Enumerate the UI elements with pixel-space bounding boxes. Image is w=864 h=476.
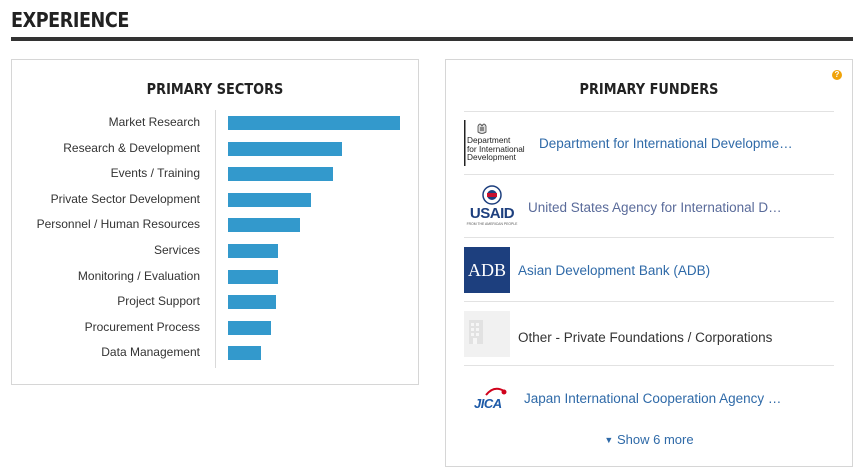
bar[interactable] [228, 167, 333, 182]
dfid-logo-line-3: Development [467, 152, 516, 163]
funder-row[interactable]: Other - Private Foundations / Corporatio… [464, 301, 834, 366]
chart-axis-line [215, 110, 216, 368]
primary-funders-title: PRIMARY FUNDERS [579, 80, 719, 98]
jica-logo-text: JICA [474, 396, 502, 411]
bar[interactable] [228, 346, 261, 361]
caret-down-icon: ▼ [604, 435, 614, 445]
adb-logo: ADB [464, 247, 510, 293]
bar-label: Events / Training [110, 166, 200, 181]
show-more-label[interactable]: Show 6 more [616, 432, 694, 447]
section-title: EXPERIENCE [11, 8, 129, 32]
funder-row[interactable]: JICA Japan International Cooperation Age… [464, 365, 834, 428]
bar-label: Research & Development [63, 140, 200, 155]
funder-name-link[interactable]: Asian Development Bank (ADB) [518, 263, 711, 278]
bar[interactable] [228, 141, 342, 156]
funder-name-link[interactable]: Japan International Cooperation Agency … [524, 391, 782, 406]
building-placeholder-icon [464, 311, 510, 357]
funder-row[interactable]: Department for International Development… [464, 111, 834, 175]
bar-label: Data Management [101, 345, 200, 360]
funder-name-link[interactable]: Department for International Developme… [539, 136, 793, 151]
bar[interactable] [228, 192, 311, 207]
bar-label: Procurement Process [84, 319, 200, 334]
primary-sectors-title: PRIMARY SECTORS [146, 80, 284, 98]
funder-name: Other - Private Foundations / Corporatio… [518, 330, 773, 345]
bar[interactable] [228, 269, 278, 284]
usaid-logo-text: USAID [469, 205, 515, 222]
section-divider [11, 37, 853, 41]
funder-name-link[interactable]: United States Agency for International D… [528, 200, 782, 215]
bar[interactable] [228, 116, 400, 130]
funder-row[interactable]: ADB Asian Development Bank (ADB) [464, 237, 834, 302]
bar-label: Monitoring / Evaluation [77, 268, 200, 283]
primary-funders-panel: PRIMARY FUNDERS ? Department for Interna… [445, 59, 853, 467]
bar-label: Project Support [117, 294, 200, 309]
usaid-logo: USAID FROM THE AMERICAN PEOPLE [464, 184, 520, 230]
show-more-button[interactable]: ▼ Show 6 more [446, 432, 852, 447]
dfid-logo-line-1: Department [467, 135, 511, 145]
bar-label: Personnel / Human Resources [36, 217, 200, 232]
bar-label: Services [153, 243, 200, 257]
dfid-logo-line-2: for International [467, 143, 525, 154]
primary-sectors-panel: PRIMARY SECTORS Market Research Research … [11, 59, 419, 385]
bar[interactable] [228, 295, 276, 310]
jica-logo: JICA [464, 375, 520, 421]
dfid-crest-logo: Department for International Development [464, 120, 532, 166]
bar[interactable] [228, 218, 300, 233]
help-icon[interactable]: ? [832, 70, 842, 80]
bar[interactable] [228, 244, 278, 258]
bar-label: Private Sector Development [50, 191, 200, 206]
bar[interactable] [228, 320, 271, 335]
usaid-tagline: FROM THE AMERICAN PEOPLE [466, 222, 518, 226]
funder-row[interactable]: USAID FROM THE AMERICAN PEOPLE United St… [464, 174, 834, 238]
bar-label: Market Research [108, 115, 200, 129]
